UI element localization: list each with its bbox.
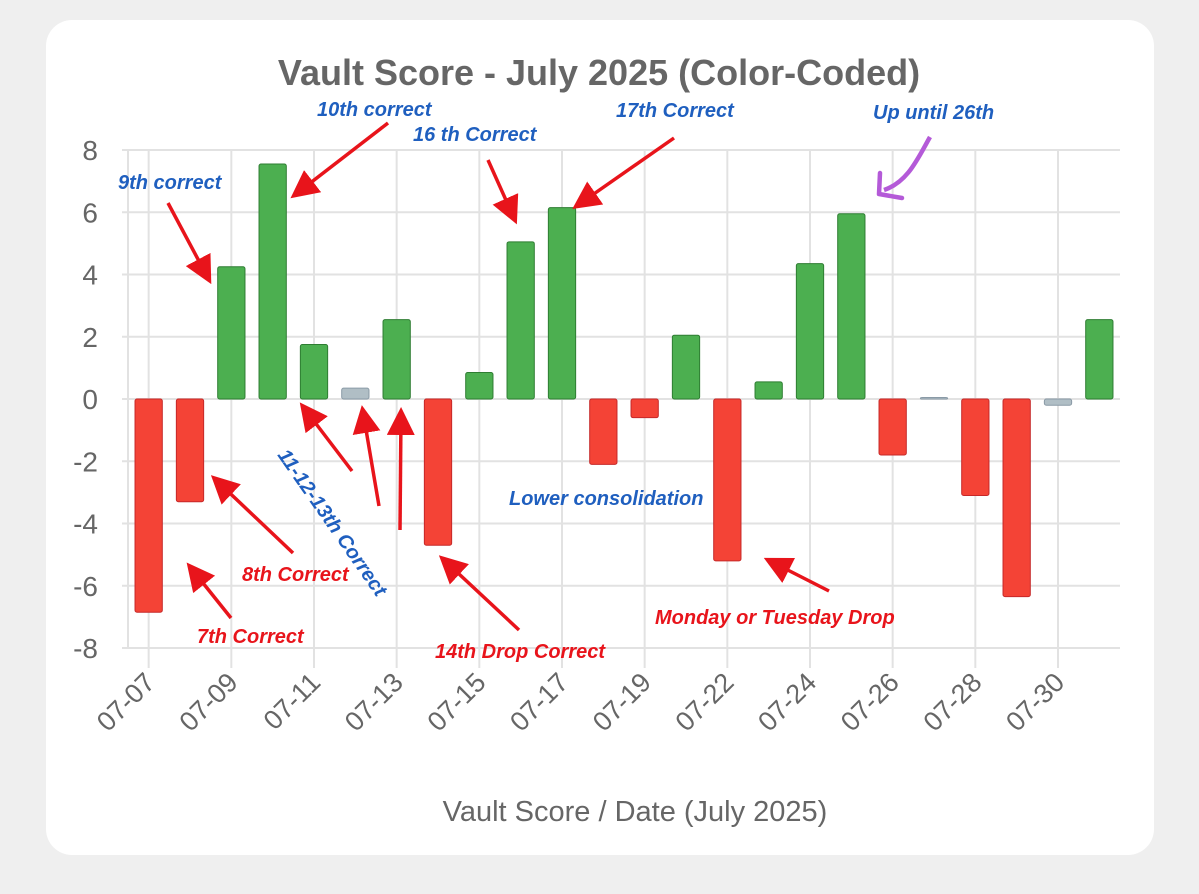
bar-07-17 bbox=[547, 207, 577, 400]
x-tick-label: 07-28 bbox=[918, 667, 988, 737]
arrow-14th bbox=[438, 555, 521, 632]
bar-07-26 bbox=[878, 398, 907, 456]
y-tick-label: -4 bbox=[73, 509, 98, 540]
x-tick-label: 07-13 bbox=[339, 667, 409, 737]
x-tick-label: 07-15 bbox=[422, 667, 492, 737]
bar-07-29 bbox=[1002, 398, 1031, 598]
bar-07-19 bbox=[630, 398, 659, 419]
annotation-arrows bbox=[166, 121, 830, 632]
bar-07-22 bbox=[713, 398, 742, 562]
y-tick-label: -2 bbox=[73, 446, 98, 477]
arrow-up-until-26th-head bbox=[876, 170, 905, 201]
bar-07-16 bbox=[506, 241, 535, 400]
y-axis-ticks: 8 6 4 2 0 -2 -4 -6 -8 bbox=[73, 135, 98, 664]
bar-07-18 bbox=[589, 398, 618, 465]
x-tick-label: 07-30 bbox=[1000, 667, 1070, 737]
x-axis-label: Vault Score / Date (July 2025) bbox=[443, 796, 828, 828]
arrow-monday bbox=[763, 557, 830, 593]
bar-07-31 bbox=[1085, 319, 1114, 400]
arrow-up-until-26th bbox=[883, 135, 932, 193]
y-tick-label: 8 bbox=[82, 135, 98, 166]
arrow-17th bbox=[572, 136, 676, 210]
y-tick-label: -8 bbox=[73, 633, 98, 664]
bar-07-23 bbox=[754, 381, 783, 400]
y-tick-label: -6 bbox=[73, 571, 98, 602]
bar-07-08 bbox=[175, 398, 205, 503]
arrow-8th bbox=[210, 475, 295, 555]
annotation-lower-consolidation: Lower consolidation bbox=[509, 488, 703, 510]
bar-07-12 bbox=[341, 387, 370, 400]
x-tick-label: 07-24 bbox=[752, 667, 822, 737]
bar-07-13 bbox=[382, 319, 411, 400]
arrow-16th bbox=[486, 159, 519, 225]
bar-07-25 bbox=[837, 213, 866, 400]
x-tick-label: 07-19 bbox=[587, 667, 657, 737]
arrow-10th bbox=[290, 121, 390, 199]
bar-07-07 bbox=[134, 398, 163, 613]
annotation-monday-tuesday: Monday or Tuesday Drop bbox=[655, 607, 895, 629]
bar-07-21 bbox=[671, 334, 701, 400]
arrow-13th bbox=[386, 407, 415, 531]
bar-07-10 bbox=[258, 163, 287, 400]
annotation-10th: 10th correct bbox=[317, 99, 433, 121]
bar-07-24 bbox=[795, 263, 825, 400]
bar-07-28 bbox=[961, 398, 990, 496]
arrow-12th bbox=[352, 405, 381, 507]
annotation-14th: 14th Drop Correct bbox=[435, 641, 606, 663]
bar-07-15 bbox=[465, 372, 494, 400]
y-tick-label: 4 bbox=[82, 260, 98, 291]
chart-card: Vault Score - July 2025 (Color-Coded) 8 6… bbox=[46, 20, 1154, 855]
bar-07-11 bbox=[299, 344, 329, 400]
vault-score-chart: Vault Score - July 2025 (Color-Coded) 8 6… bbox=[73, 52, 1120, 828]
annotation-up-until-26th: Up until 26th bbox=[873, 102, 994, 124]
x-tick-label: 07-07 bbox=[91, 667, 161, 737]
annotation-16th: 16 th Correct bbox=[413, 124, 538, 146]
x-tick-label: 07-17 bbox=[504, 667, 574, 737]
arrow-11th bbox=[299, 402, 354, 473]
arrow-7th bbox=[186, 562, 233, 620]
x-tick-label: 07-22 bbox=[670, 667, 740, 737]
x-tick-label: 07-11 bbox=[258, 667, 327, 736]
x-tick-label: 07-26 bbox=[835, 667, 905, 737]
x-tick-label: 07-09 bbox=[174, 667, 244, 737]
bar-07-27 bbox=[919, 396, 949, 400]
annotation-8th: 8th Correct bbox=[242, 564, 350, 586]
bar-07-09 bbox=[217, 266, 246, 400]
bar-07-14 bbox=[423, 398, 453, 546]
arrow-9th bbox=[166, 202, 212, 285]
bar-07-30 bbox=[1043, 398, 1073, 406]
y-tick-label: 2 bbox=[82, 322, 98, 353]
annotation-7th: 7th Correct bbox=[197, 626, 305, 648]
annotation-9th: 9th correct bbox=[118, 172, 223, 194]
y-tick-label: 0 bbox=[82, 384, 98, 415]
bars bbox=[134, 163, 1114, 613]
chart-title: Vault Score - July 2025 (Color-Coded) bbox=[278, 52, 920, 93]
annotation-17th: 17th Correct bbox=[616, 100, 735, 122]
y-tick-label: 6 bbox=[82, 197, 98, 228]
x-axis-ticks: 07-07 07-09 07-11 07-13 07-15 07-17 07-19 07-22… bbox=[91, 667, 1070, 737]
